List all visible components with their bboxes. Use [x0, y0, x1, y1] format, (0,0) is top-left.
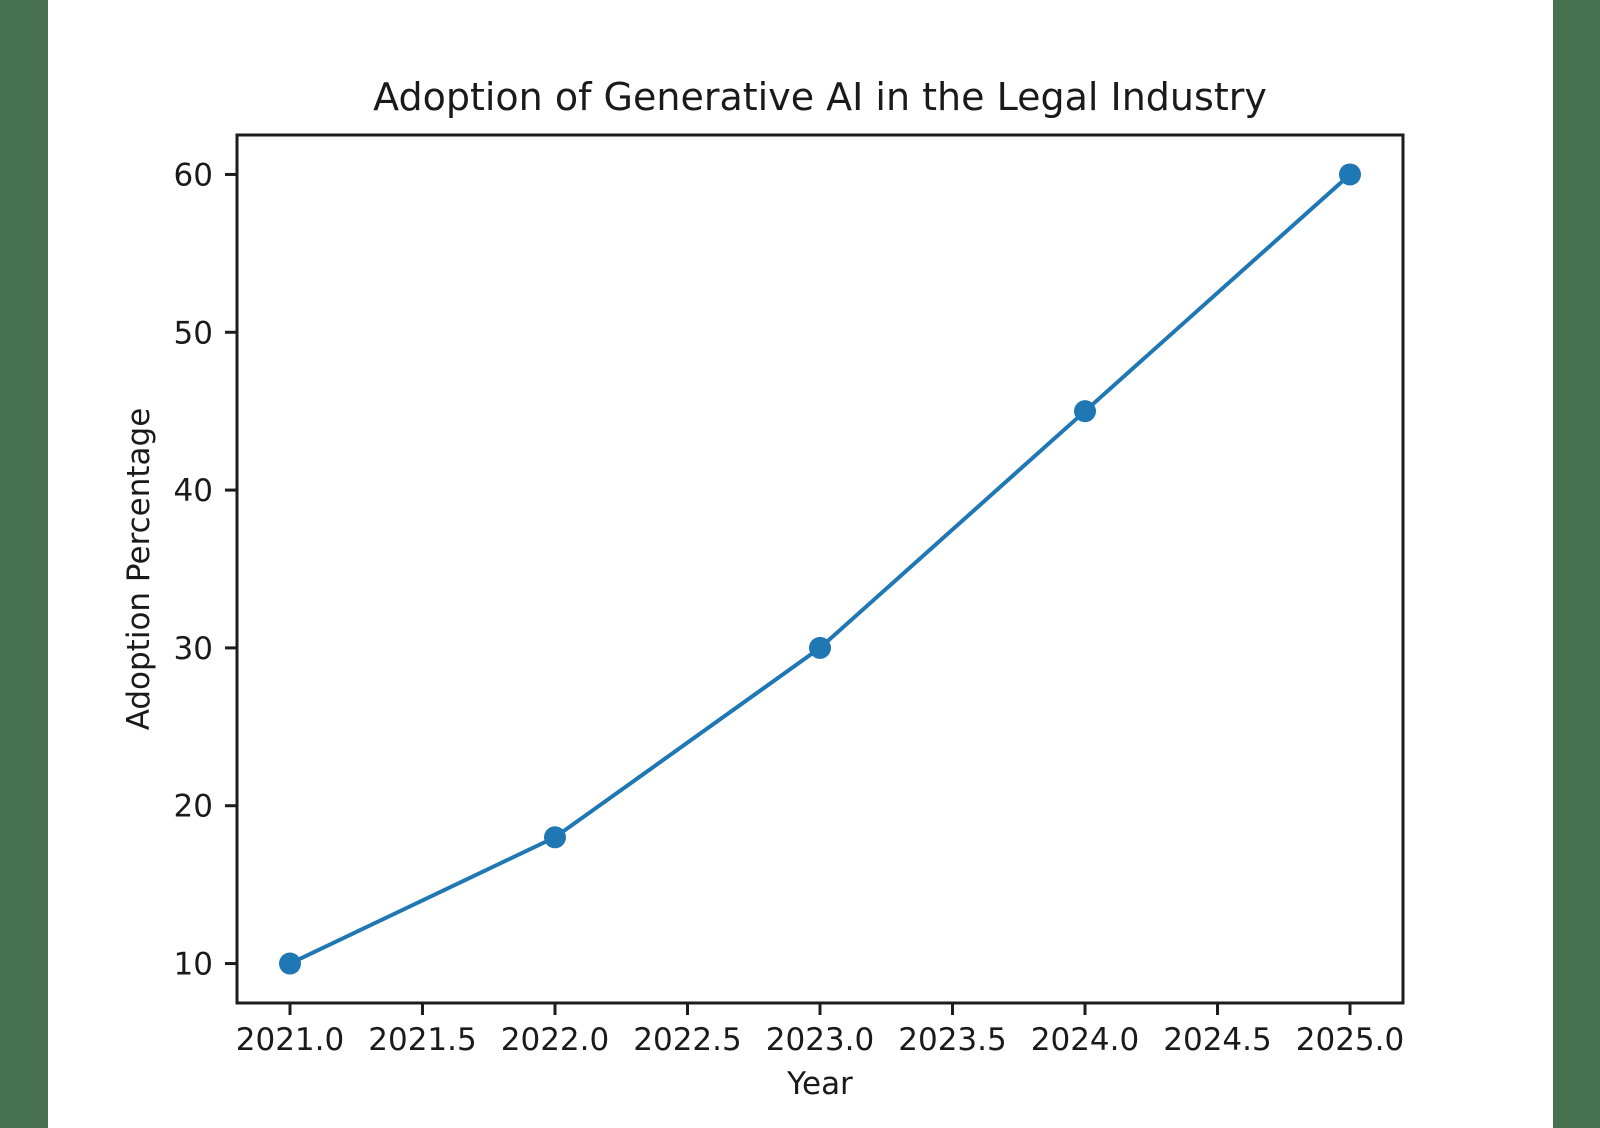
x-tick-label: 2025.0	[1296, 1022, 1404, 1058]
x-tick-label: 2022.5	[633, 1022, 741, 1058]
x-tick-label: 2023.0	[766, 1022, 874, 1058]
data-point-marker	[544, 826, 566, 849]
y-tick-label: 60	[174, 157, 213, 193]
right-edge-strip	[1553, 0, 1600, 1128]
y-tick-label: 10	[174, 947, 213, 983]
left-edge-strip	[0, 0, 48, 1128]
x-tick-label: 2021.5	[368, 1022, 476, 1058]
data-line	[288, 172, 1352, 966]
plot-border	[235, 133, 1405, 1005]
x-tick-label: 2024.0	[1031, 1022, 1139, 1058]
x-tick-label: 2024.5	[1163, 1022, 1271, 1058]
y-tick-label: 40	[174, 473, 213, 509]
data-point-marker	[279, 952, 301, 975]
x-axis-label: Year	[787, 1066, 853, 1102]
x-tick-label: 2021.0	[236, 1022, 344, 1058]
data-point-marker	[809, 636, 831, 659]
y-tick-label: 50	[174, 315, 213, 351]
x-tick-label: 2023.5	[898, 1022, 1006, 1058]
y-tick-label: 20	[174, 789, 213, 825]
data-point-marker	[1339, 163, 1361, 186]
x-tick-label: 2022.0	[501, 1022, 609, 1058]
y-tick-label: 30	[174, 631, 213, 667]
chart-title: Adoption of Generative AI in the Legal I…	[373, 75, 1267, 119]
data-point-marker	[1074, 400, 1096, 423]
